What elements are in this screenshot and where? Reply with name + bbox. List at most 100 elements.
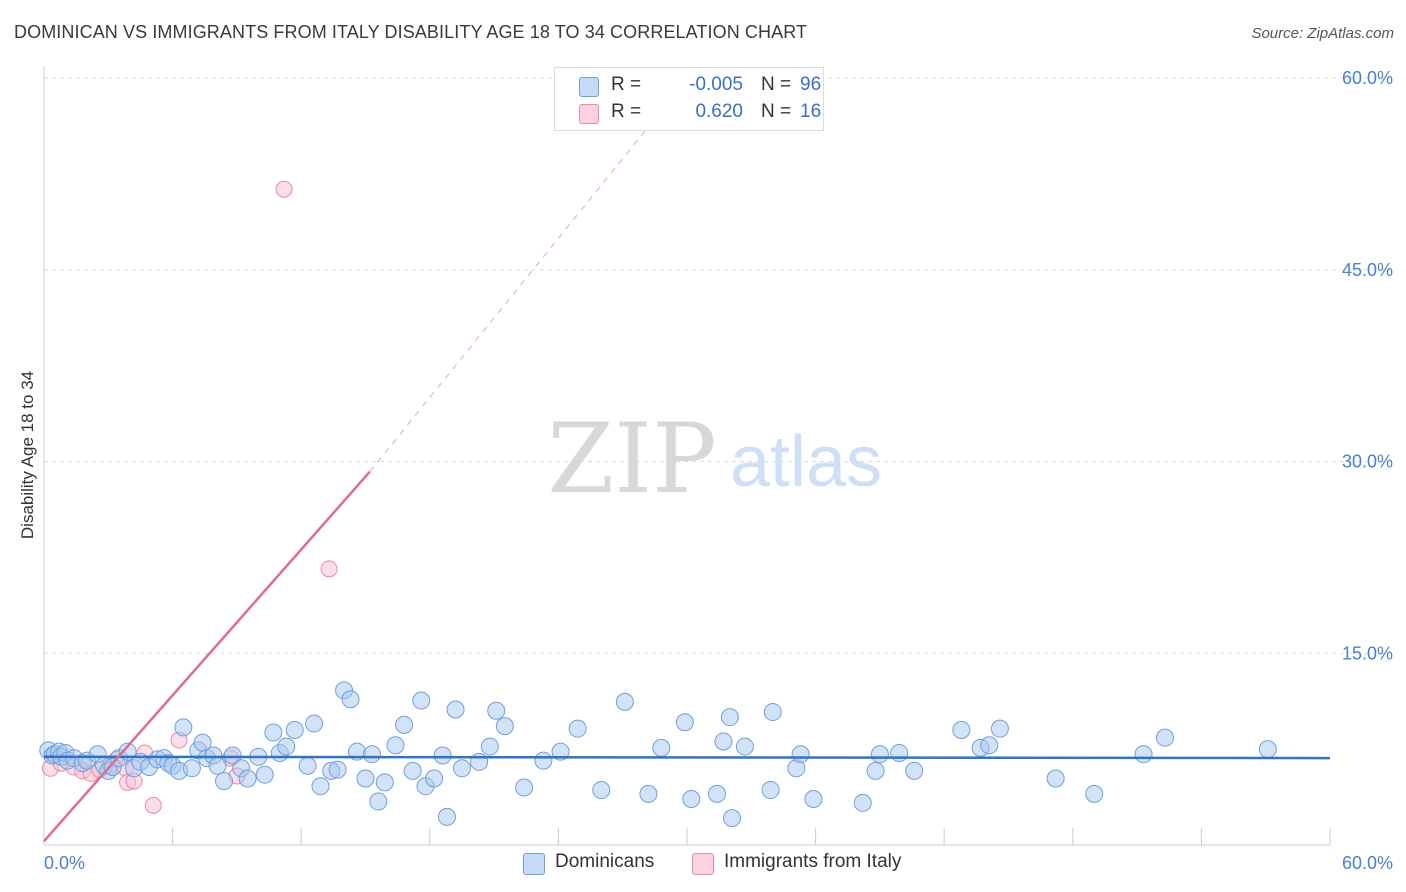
legend-n-value: 96 xyxy=(800,74,822,95)
x-tick-label: 0.0% xyxy=(44,853,85,873)
watermark: ZIP atlas xyxy=(547,403,882,515)
dominican-point xyxy=(804,789,823,808)
dominican-point xyxy=(652,738,671,757)
legend-swatch-blue xyxy=(579,77,599,97)
dominican-point xyxy=(328,760,347,779)
y-tick-label: 45.0% xyxy=(1342,260,1393,280)
italy-point xyxy=(320,560,338,578)
dominican-point xyxy=(298,756,317,775)
dominican-point xyxy=(615,692,634,711)
dominican-point xyxy=(395,715,414,734)
dominican-point xyxy=(495,717,514,736)
dominican-point xyxy=(639,784,658,803)
italy-points xyxy=(41,180,338,814)
dominican-point xyxy=(1258,740,1277,759)
legend-r-value: -0.005 xyxy=(689,74,743,95)
italy-trend-line xyxy=(43,470,371,842)
dominican-point xyxy=(446,700,465,719)
dominican-point xyxy=(277,737,296,756)
dominican-point xyxy=(285,720,304,739)
dominican-point xyxy=(866,761,885,780)
dominican-point xyxy=(255,765,274,784)
legend-label: Immigrants from Italy xyxy=(724,851,902,872)
legend-label: Dominicans xyxy=(555,851,655,872)
dominican-point xyxy=(369,792,388,811)
dominican-point xyxy=(515,778,534,797)
legend-r-value: 0.620 xyxy=(695,101,743,122)
dominican-point xyxy=(735,737,754,756)
dominican-points xyxy=(39,681,1277,828)
legend-swatch-blue xyxy=(523,853,545,875)
dominican-point xyxy=(1134,745,1153,764)
dominican-point xyxy=(386,736,405,755)
legend-swatch-pink xyxy=(692,853,714,875)
axes-layer xyxy=(43,66,1331,846)
dominican-point xyxy=(403,761,422,780)
dominican-point xyxy=(853,793,872,812)
dominican-point xyxy=(264,723,283,742)
dominican-point xyxy=(174,718,193,737)
dominican-point xyxy=(720,708,739,727)
dominican-point xyxy=(714,732,733,751)
dominican-point xyxy=(487,701,506,720)
dominican-point xyxy=(551,742,570,761)
legend-swatch-pink xyxy=(579,104,599,124)
dominican-point xyxy=(990,719,1009,738)
y-tick-label: 15.0% xyxy=(1342,643,1393,663)
watermark-atlas: atlas xyxy=(730,422,882,502)
dominican-point xyxy=(708,784,727,803)
dominican-point xyxy=(437,807,456,826)
dominican-trend-line xyxy=(43,755,1331,760)
chart-title: DOMINICAN VS IMMIGRANTS FROM ITALY DISAB… xyxy=(14,22,808,42)
dominican-point xyxy=(182,759,201,778)
dominican-point xyxy=(433,746,452,765)
dominican-point xyxy=(305,714,324,733)
dominican-point xyxy=(341,690,360,709)
italy-point xyxy=(144,796,162,814)
dominican-point xyxy=(791,745,810,764)
stats-legend: R = -0.005 N = 96 R = 0.620 N = 16 xyxy=(554,67,824,131)
dominican-point xyxy=(890,743,909,762)
legend-n-label: N = xyxy=(761,74,792,95)
dominican-point xyxy=(534,751,553,770)
dominican-point xyxy=(375,773,394,792)
x-tick-label: 60.0% xyxy=(1342,853,1393,873)
dominican-point xyxy=(870,745,889,764)
dominican-point xyxy=(356,769,375,788)
dominican-point xyxy=(223,746,242,765)
trend-lines xyxy=(43,118,1331,842)
dominican-point xyxy=(980,736,999,755)
dominican-point xyxy=(1046,769,1065,788)
dominican-point xyxy=(452,759,471,778)
chart-source: Source: ZipAtlas.com xyxy=(1251,25,1394,42)
y-tick-label: 30.0% xyxy=(1342,452,1393,472)
dominican-point xyxy=(682,789,701,808)
dominican-point xyxy=(470,752,489,771)
dominican-point xyxy=(215,772,234,791)
dominican-point xyxy=(480,737,499,756)
dominican-point xyxy=(425,769,444,788)
dominican-point xyxy=(592,781,611,800)
dominican-point xyxy=(952,720,971,739)
italy-point xyxy=(275,180,293,198)
grid-layer xyxy=(44,77,1392,654)
y-tick-label: 60.0% xyxy=(1342,68,1393,88)
dominican-point xyxy=(675,713,694,732)
dominican-point xyxy=(761,781,780,800)
legend-n-value: 16 xyxy=(800,101,822,122)
legend-r-label: R = xyxy=(611,101,642,122)
dominican-point xyxy=(568,719,587,738)
dominican-point xyxy=(412,691,431,710)
legend-r-label: R = xyxy=(611,74,642,95)
tick-labels: 15.0% 30.0% 45.0% 60.0% 0.0% 60.0% xyxy=(44,68,1393,873)
dominican-point xyxy=(238,769,257,788)
dominican-point xyxy=(362,745,381,764)
dominican-point xyxy=(1155,728,1174,747)
dominican-point xyxy=(311,777,330,796)
dominican-point xyxy=(905,761,924,780)
dominican-point xyxy=(1085,784,1104,803)
dominican-point xyxy=(208,756,227,775)
dominican-point xyxy=(763,703,782,722)
italy-trend-extension xyxy=(369,118,656,473)
